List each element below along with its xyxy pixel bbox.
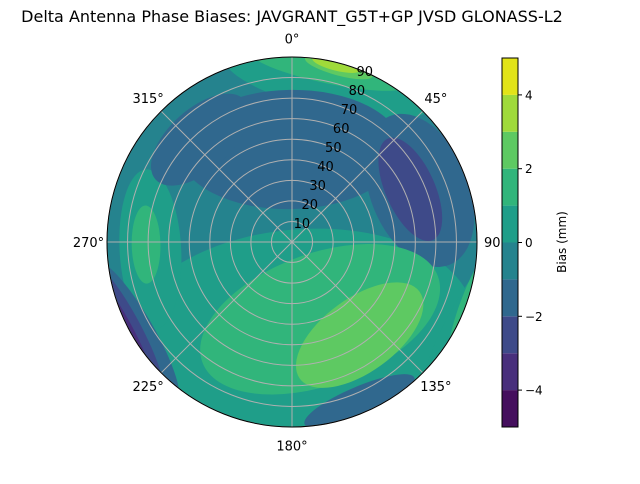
colorbar-band — [502, 94, 518, 132]
colorbar-band — [502, 168, 518, 206]
radial-tick-label: 50 — [325, 141, 342, 156]
contour-region-7 — [304, 374, 415, 427]
angular-gridline — [160, 241, 293, 374]
angular-tick-label: 90° — [484, 236, 507, 251]
angular-tick-label: 135° — [420, 380, 451, 395]
radial-tick-label: 60 — [333, 122, 350, 137]
colorbar-tick-label: 2 — [525, 162, 533, 176]
angular-tick-label: 270° — [73, 236, 104, 251]
angular-gridline — [291, 110, 424, 243]
colorbar: −4 −2 0 2 4 — [501, 57, 543, 428]
angular-tick-label: 225° — [132, 380, 163, 395]
angular-tick-labels: 0° 45° 90° 135° 180° 225° 270° 315° — [73, 33, 507, 455]
colorbar-band — [502, 131, 518, 169]
radial-tick-label: 80 — [349, 84, 366, 99]
colorbar-tick-label: −2 — [525, 310, 543, 324]
colorbar-band — [502, 205, 518, 243]
colorbar-label: Bias (mm) — [555, 211, 569, 273]
colorbar-band — [502, 316, 518, 354]
radial-tick-label: 30 — [309, 179, 326, 194]
polar-frame — [106, 56, 478, 428]
colorbar-band — [502, 390, 518, 427]
radial-tick-label: 40 — [317, 160, 334, 175]
angular-tick-label: 45° — [424, 92, 447, 107]
radial-tick-labels: 10 20 30 40 50 60 70 80 90 — [294, 65, 373, 232]
chart-title: Delta Antenna Phase Biases: JAVGRANT_G5T… — [21, 7, 563, 27]
colorbar-band — [502, 58, 518, 95]
angular-tick-label: 0° — [285, 33, 300, 48]
angular-tick-label: 315° — [132, 92, 163, 107]
radial-tick-label: 20 — [301, 198, 318, 213]
radial-tick-label: 10 — [294, 217, 311, 232]
angular-gridline — [291, 241, 424, 374]
colorbar-tick-label: 0 — [525, 236, 533, 250]
radial-tick-label: 90 — [357, 65, 374, 80]
radial-tick-label: 70 — [341, 103, 358, 118]
contour-region-14 — [131, 205, 161, 284]
angular-gridline — [160, 110, 293, 243]
contour-region-5 — [150, 93, 249, 186]
polar-grid — [106, 56, 478, 428]
angular-tick-label: 180° — [276, 440, 307, 455]
colorbar-tick-label: 4 — [525, 88, 533, 102]
contour-region-8 — [378, 137, 443, 242]
contour-region-17 — [295, 282, 424, 388]
colorbar-band — [502, 353, 518, 391]
colorbar-tick-label: −4 — [525, 384, 543, 398]
colorbar-band — [502, 242, 518, 280]
colorbar-band — [502, 279, 518, 317]
